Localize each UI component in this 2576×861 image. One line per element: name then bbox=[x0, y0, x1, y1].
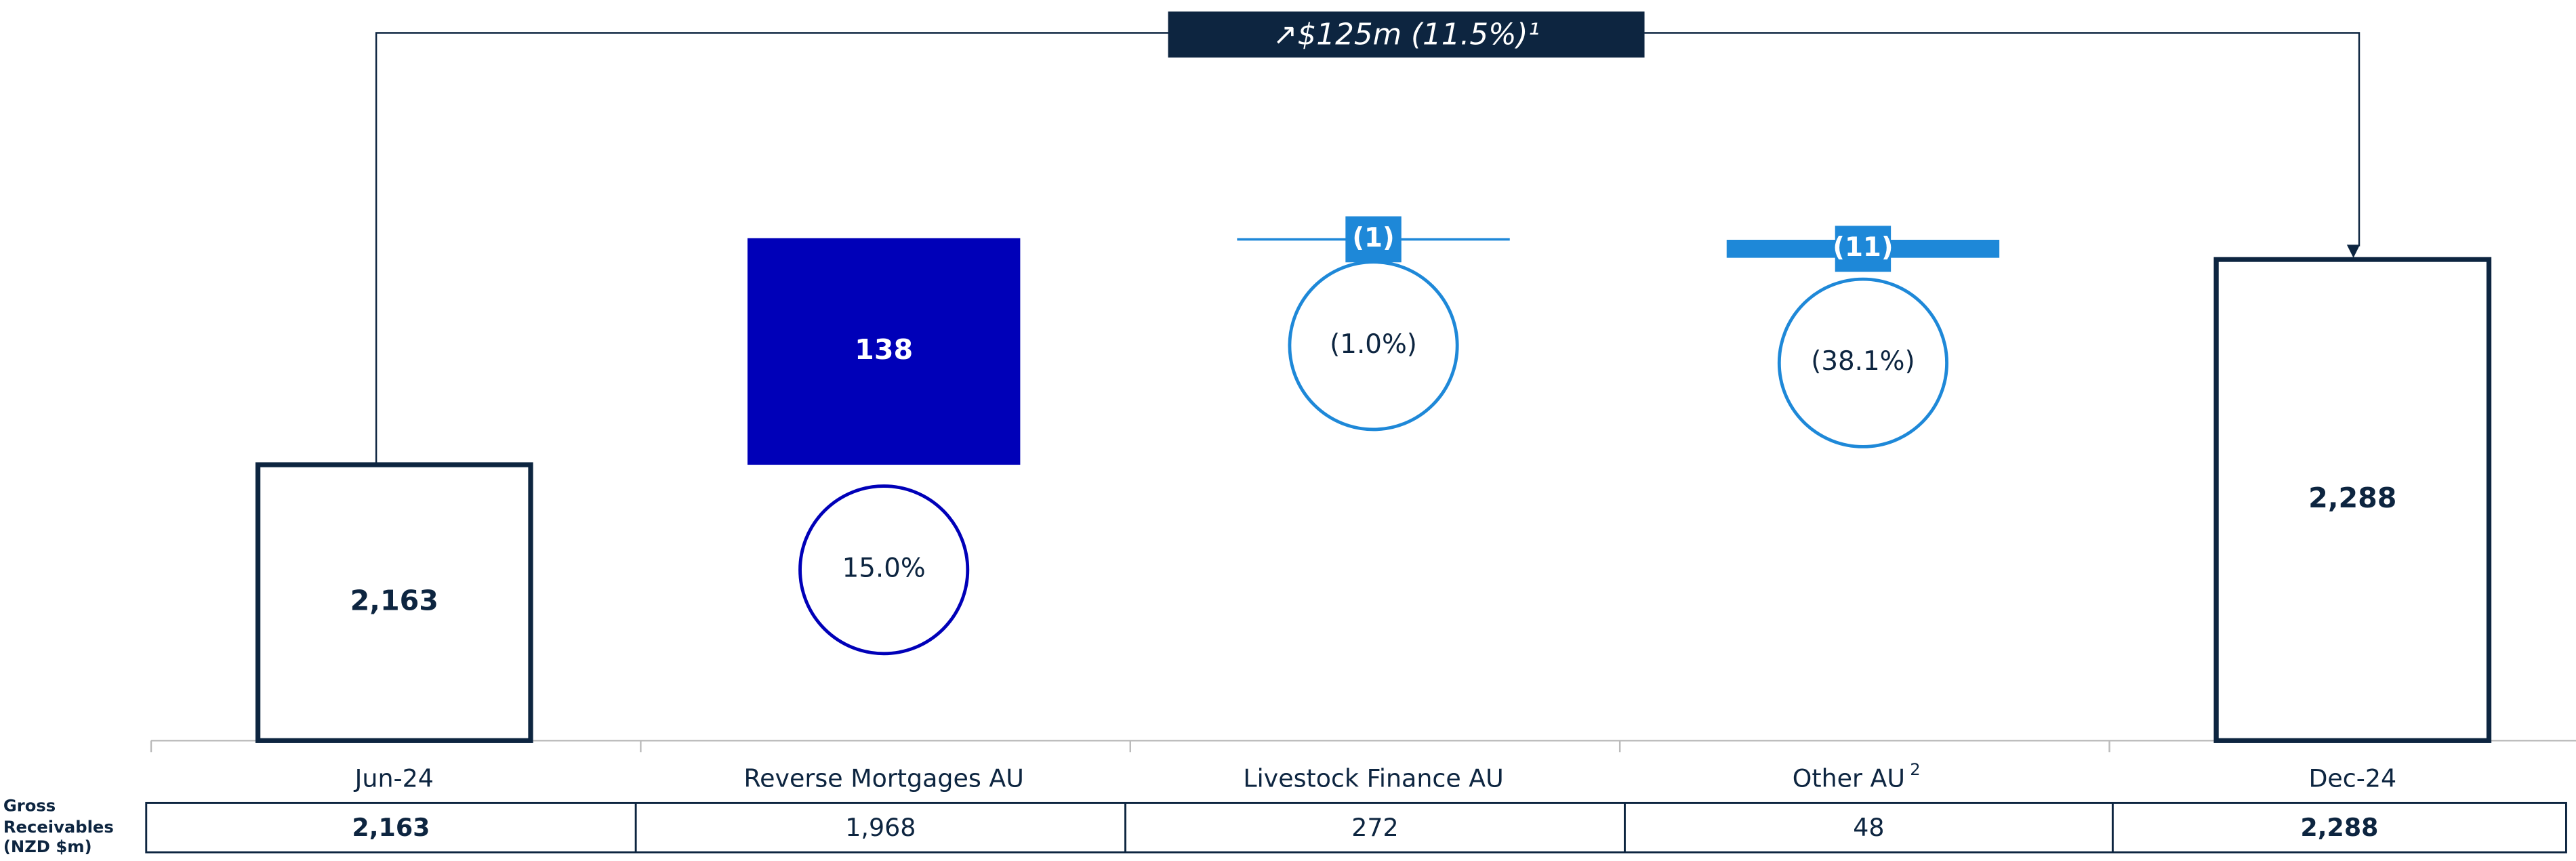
growth-circle bbox=[1288, 260, 1459, 432]
bracket bbox=[375, 32, 2360, 465]
table-row bbox=[145, 801, 2567, 854]
arrow-head bbox=[2346, 245, 2360, 258]
value-label: (11) bbox=[1833, 232, 1893, 263]
growth-label: 15.0% bbox=[842, 553, 926, 584]
growth-label: (38.1%) bbox=[1811, 346, 1915, 377]
row-label-box: Gross Receivables (NZD $m) bbox=[3, 798, 114, 858]
category: Other AU bbox=[1793, 763, 1905, 793]
category: Jun-24 bbox=[354, 763, 434, 793]
table-cell: 48 bbox=[1853, 813, 1884, 842]
category: Reverse Mortgages AU bbox=[744, 763, 1024, 793]
x-tick-label: Other AU 2 bbox=[1793, 759, 1921, 793]
row-label: Gross Receivables (NZD $m) bbox=[3, 798, 114, 858]
growth-circle bbox=[1777, 277, 1948, 448]
category: Dec-24 bbox=[2308, 763, 2396, 793]
category: Livestock Finance AU bbox=[1243, 763, 1503, 793]
footnote: 2 bbox=[1910, 759, 1920, 779]
annotation-box bbox=[1168, 11, 1645, 58]
x-tick-label: Dec-24 bbox=[2308, 763, 2396, 793]
table-cell: 2,163 bbox=[352, 813, 430, 842]
growth-label: (1.0%) bbox=[1330, 329, 1417, 360]
label-box bbox=[1345, 216, 1402, 263]
delta-bar bbox=[747, 238, 1021, 465]
table-cell: 272 bbox=[1351, 813, 1398, 842]
value-label: 138 bbox=[855, 333, 913, 366]
x-tick-label: Reverse Mortgages AU bbox=[744, 763, 1024, 793]
value-label: (1) bbox=[1352, 223, 1394, 253]
table-cell: 1,968 bbox=[845, 813, 916, 842]
total-bar bbox=[255, 462, 533, 743]
total-bar bbox=[2213, 257, 2492, 743]
table-cell: 2,288 bbox=[2300, 813, 2378, 842]
label-box bbox=[1835, 226, 1892, 272]
x-tick-label: Livestock Finance AU bbox=[1243, 763, 1503, 793]
value-label: 2,288 bbox=[2308, 482, 2396, 514]
annotation: ↗$125m (11.5%)¹ bbox=[1273, 18, 1540, 51]
growth-circle bbox=[798, 484, 970, 656]
x-tick-label: Jun-24 bbox=[354, 763, 434, 793]
value-label: 2,163 bbox=[350, 585, 438, 617]
